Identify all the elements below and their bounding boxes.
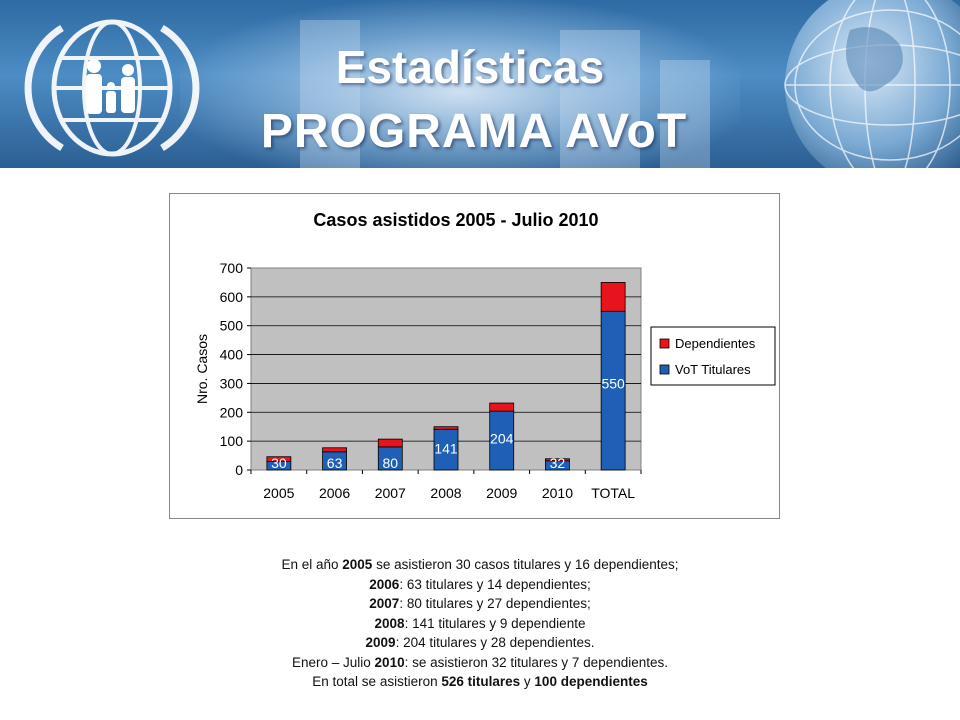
y-tick-label: 400: [220, 347, 244, 363]
x-tick-label: 2005: [263, 485, 294, 501]
y-tick-label: 600: [220, 289, 244, 305]
data-label: 550: [601, 376, 625, 392]
chart-title: Casos asistidos 2005 - Julio 2010: [313, 210, 598, 230]
bar-dependientes: [600, 282, 626, 312]
y-axis-label: Nro. Casos: [194, 334, 210, 404]
x-tick-label: 2009: [486, 485, 517, 501]
stacked-bar-chart: Casos asistidos 2005 - Julio 2010 0 100 200…: [194, 210, 776, 501]
bar-dependientes: [433, 426, 459, 430]
iom-logo: [24, 19, 200, 157]
summary-line: 2006: 63 titulares y 14 dependientes;: [120, 575, 840, 595]
summary-text-segment: : 204 titulares y 28 dependientes.: [395, 635, 595, 650]
legend-label: Dependientes: [675, 336, 756, 351]
page-title: Estadísticas: [335, 41, 605, 93]
x-tick-label: 2010: [542, 485, 573, 501]
summary-bold-text: 100 dependientes: [534, 674, 648, 689]
summary-bold-text: 526 titulares: [441, 674, 521, 689]
bar-dependientes: [545, 458, 570, 462]
summary-text-segment: : se asistieron 32 titulares y 7 dependi…: [404, 654, 669, 670]
y-tick-label: 200: [220, 404, 244, 420]
summary-line: En total se asistieron 526 titulares y 1…: [120, 672, 840, 692]
summary-text: En el año 2005 se asistieron 30 casos ti…: [120, 555, 840, 692]
summary-bold-text: 2008: [374, 615, 405, 631]
data-label: 80: [382, 455, 398, 471]
x-tick-label: TOTAL: [591, 485, 635, 501]
bar-titulares: [600, 310, 626, 471]
legend-swatch: [659, 338, 670, 349]
data-label: 204: [490, 431, 514, 447]
summary-bold-text: 2005: [342, 557, 373, 572]
summary-line: 2007: 80 titulares y 27 dependientes;: [120, 594, 840, 614]
globe-icon: [784, 0, 960, 168]
data-label: 141: [434, 441, 458, 457]
chart-container: Casos asistidos 2005 - Julio 2010 0 100 200…: [169, 193, 780, 519]
data-label: 63: [327, 455, 343, 471]
bar-dependientes: [377, 438, 403, 448]
bar-dependientes: [322, 447, 347, 453]
bar-dependientes: [489, 402, 515, 412]
summary-line: En el año 2005 se asistieron 30 casos ti…: [120, 555, 840, 575]
summary-line: Enero – Julio 2010: se asistieron 32 tit…: [120, 653, 840, 673]
x-tick-label: 2008: [430, 485, 461, 501]
summary-bold-text: 2006: [369, 576, 400, 592]
data-label: 30: [271, 455, 287, 471]
summary-text-segment: : 80 titulares y 27 dependientes;: [399, 596, 591, 611]
page-subtitle: PROGRAMA AVoT: [260, 105, 688, 158]
summary-text-segment: y: [520, 674, 535, 689]
summary-bold-text: 2009: [365, 635, 396, 650]
x-tick-label: 2006: [319, 485, 350, 501]
bar-dependientes: [266, 456, 292, 462]
bar-titulares: [433, 428, 459, 471]
legend-box: [650, 326, 776, 386]
x-tick-label: 2007: [375, 485, 406, 501]
summary-text-segment: En total se asistieron: [312, 674, 442, 689]
summary-text-segment: : 141 titulares y 9 dependiente: [404, 615, 586, 631]
summary-line: 2009: 204 titulares y 28 dependientes.: [120, 633, 840, 653]
banner-highlight: [180, 0, 740, 168]
summary-text-segment: Enero – Julio: [291, 654, 375, 670]
summary-bold-text: 2007: [369, 596, 400, 611]
y-tick-label: 100: [220, 433, 244, 449]
summary-bold-text: 2010: [374, 654, 405, 670]
summary-text-segment: se asistieron 30 casos titulares y 16 de…: [372, 557, 679, 572]
y-tick-label: 500: [220, 318, 244, 334]
y-tick-label: 700: [220, 260, 244, 276]
summary-text-segment: En el año: [281, 557, 343, 572]
legend-swatch: [659, 364, 670, 375]
header-banner: Estadísticas PROGRAMA AVoT: [0, 0, 960, 168]
banner-building: [560, 30, 640, 168]
banner-building: [300, 20, 360, 168]
y-tick-label: 300: [220, 375, 244, 391]
legend-label: VoT Titulares: [675, 362, 751, 377]
summary-line: 2008: 141 titulares y 9 dependiente: [120, 614, 840, 634]
summary-text-segment: : 63 titulares y 14 dependientes;: [399, 576, 591, 592]
banner-building: [660, 60, 710, 168]
data-label: 32: [550, 455, 566, 471]
y-tick-label: 0: [235, 462, 243, 478]
